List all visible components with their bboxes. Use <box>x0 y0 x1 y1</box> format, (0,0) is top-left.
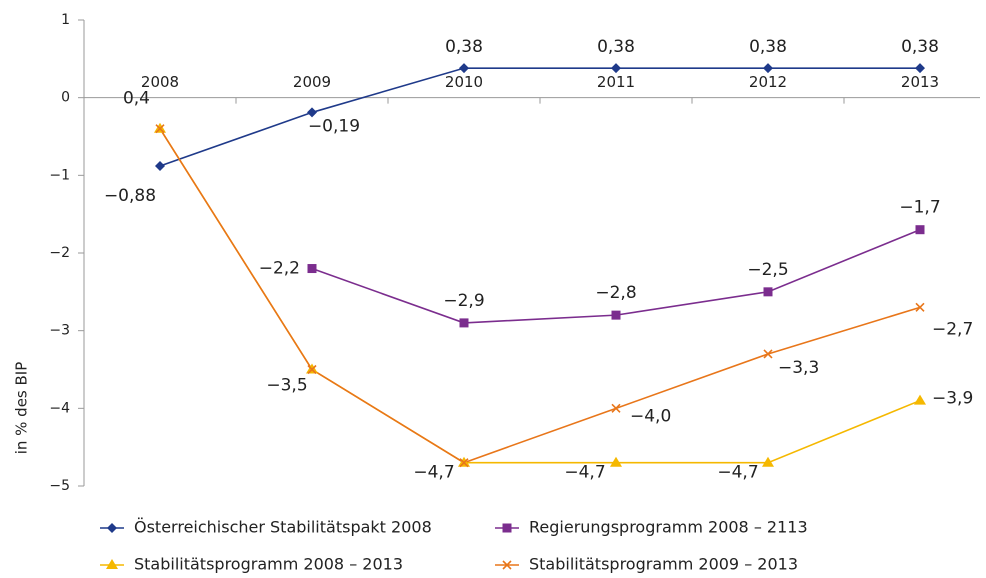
point <box>459 63 469 74</box>
y-tick-label: −4 <box>49 400 70 416</box>
point <box>611 403 621 413</box>
point <box>611 310 621 320</box>
data-label: −3,5 <box>266 376 307 396</box>
point <box>915 225 925 235</box>
point <box>155 124 165 134</box>
data-label: −4,7 <box>413 463 454 483</box>
data-label: 0,38 <box>445 37 483 57</box>
data-label: −2,2 <box>259 259 300 279</box>
x-tick-label: 2008 <box>141 73 179 91</box>
y-tick-label: −3 <box>49 323 70 339</box>
x-tick-label: 2010 <box>445 73 483 91</box>
data-label: −1,7 <box>899 198 940 218</box>
point <box>763 287 773 297</box>
point <box>155 161 165 172</box>
data-label: −3,9 <box>932 389 973 409</box>
point <box>915 302 925 312</box>
point <box>459 318 469 328</box>
series-line <box>159 128 921 464</box>
data-label: −4,7 <box>564 463 605 483</box>
x-tick-label: 2009 <box>293 73 331 91</box>
data-label: 0,38 <box>749 37 787 57</box>
point <box>914 394 926 405</box>
point <box>610 456 622 467</box>
x-tick-label: 2011 <box>597 73 635 91</box>
point <box>763 63 773 74</box>
y-axis-label: in % des BIP <box>13 362 31 455</box>
x-tick-label: 2012 <box>749 73 787 91</box>
point <box>611 63 621 74</box>
x-tick-label: 2013 <box>901 73 939 91</box>
y-tick-label: 1 <box>61 12 70 28</box>
legend-label: Stabilitätsprogramm 2008 – 2013 <box>134 555 403 574</box>
y-tick-label: 0 <box>61 90 70 106</box>
data-label: 0,4 <box>123 89 150 109</box>
y-tick-label: −5 <box>49 478 70 494</box>
legend-marker <box>502 560 512 570</box>
data-label: −2,8 <box>595 283 636 303</box>
data-label: −3,3 <box>778 358 819 378</box>
data-label: −0,88 <box>104 186 156 206</box>
data-label: −2,7 <box>932 319 973 339</box>
legend-label: Österreichischer Stabilitätspakt 2008 <box>134 518 432 537</box>
data-label: −4,0 <box>630 406 671 426</box>
series-line <box>159 128 921 464</box>
legend-label: Stabilitätsprogramm 2009 – 2013 <box>529 555 798 574</box>
point <box>763 349 773 359</box>
point <box>459 458 469 468</box>
legend-marker <box>502 523 512 533</box>
data-label: −0,19 <box>308 116 360 136</box>
data-label: −2,9 <box>443 291 484 311</box>
data-label: 0,38 <box>901 37 939 57</box>
point <box>307 107 317 118</box>
legend-marker <box>107 523 117 533</box>
data-label: −4,7 <box>717 463 758 483</box>
point <box>307 264 317 274</box>
series-line <box>159 67 920 167</box>
data-label: 0,38 <box>597 37 635 57</box>
legend-label: Regierungsprogramm 2008 – 2113 <box>529 518 808 537</box>
legend-marker <box>106 559 118 569</box>
y-tick-label: −1 <box>49 167 70 183</box>
point <box>307 364 317 375</box>
data-label: −2,5 <box>747 260 788 280</box>
point <box>915 63 925 74</box>
point <box>762 456 774 467</box>
series-line <box>311 228 921 324</box>
y-tick-label: −2 <box>49 245 70 261</box>
